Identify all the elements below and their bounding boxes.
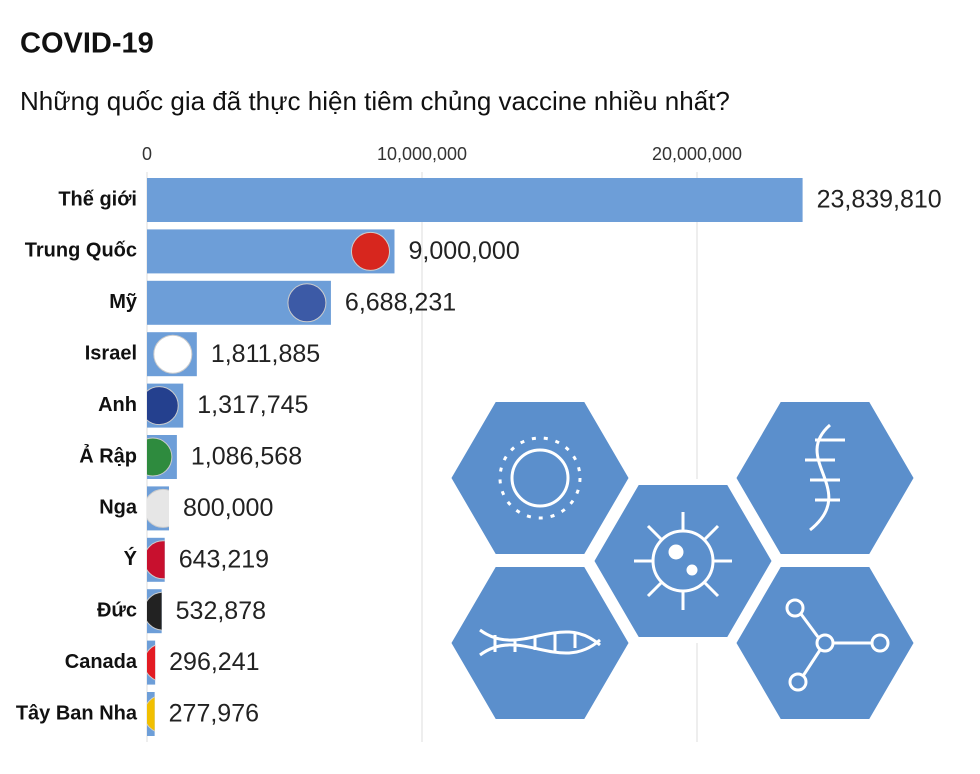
y-tick-label: Thế giới: [58, 188, 137, 210]
y-tick-label: Nga: [99, 497, 138, 519]
value-label: 1,086,568: [191, 443, 302, 471]
value-label: 800,000: [183, 494, 273, 522]
flag: [153, 334, 193, 374]
bar-group: [147, 229, 395, 274]
flag: [147, 540, 165, 580]
x-tick-label: 10,000,000: [377, 144, 467, 164]
bar-group: [147, 178, 803, 222]
flag: [287, 283, 327, 323]
bar-group: [147, 435, 177, 479]
y-tick-label: Trung Quốc: [25, 240, 137, 262]
icons: [479, 423, 890, 692]
y-tick-label: Tây Ban Nha: [16, 702, 138, 724]
bar-group: [147, 537, 165, 582]
y-tick-label: Ý: [124, 546, 138, 570]
y-tick-label: Ả Rập: [79, 444, 137, 467]
flag: [147, 644, 156, 681]
value-label: 277,976: [169, 700, 259, 728]
bar-group: [147, 589, 162, 634]
x-tick-label: 0: [142, 144, 152, 164]
y-tick-label: Anh: [98, 394, 137, 416]
y-tick-label: Mỹ: [109, 291, 138, 313]
value-label: 532,878: [176, 597, 266, 625]
value-label: 6,688,231: [345, 288, 456, 316]
value-label: 9,000,000: [409, 237, 520, 265]
y-tick-label: Canada: [65, 651, 138, 673]
x-tick-label: 20,000,000: [652, 144, 742, 164]
bar: [147, 178, 803, 222]
value-label: 296,241: [169, 648, 259, 676]
value-label: 23,839,810: [817, 186, 942, 214]
bar-group: [147, 486, 169, 531]
bar-group: [147, 280, 331, 325]
value-label: 1,317,745: [197, 391, 308, 419]
chart-subtitle: Những quốc gia đã thực hiện tiêm chủng v…: [20, 86, 730, 116]
bar-group: [147, 332, 197, 377]
bar-group: [147, 383, 184, 428]
flag: [147, 696, 155, 732]
flag: [147, 386, 179, 426]
y-tick-label: Đức: [97, 599, 137, 621]
value-label: 643,219: [179, 545, 269, 573]
hexagon-decoration: [444, 396, 921, 725]
y-tick-label: Israel: [85, 342, 137, 364]
value-label: 1,811,885: [211, 340, 320, 368]
flag: [147, 437, 173, 477]
chart-title: COVID-19: [20, 28, 154, 60]
bar-group: [147, 640, 156, 685]
flag: [351, 231, 390, 271]
bar-group: [147, 692, 155, 736]
flag: [147, 591, 162, 631]
flag: [147, 488, 169, 528]
